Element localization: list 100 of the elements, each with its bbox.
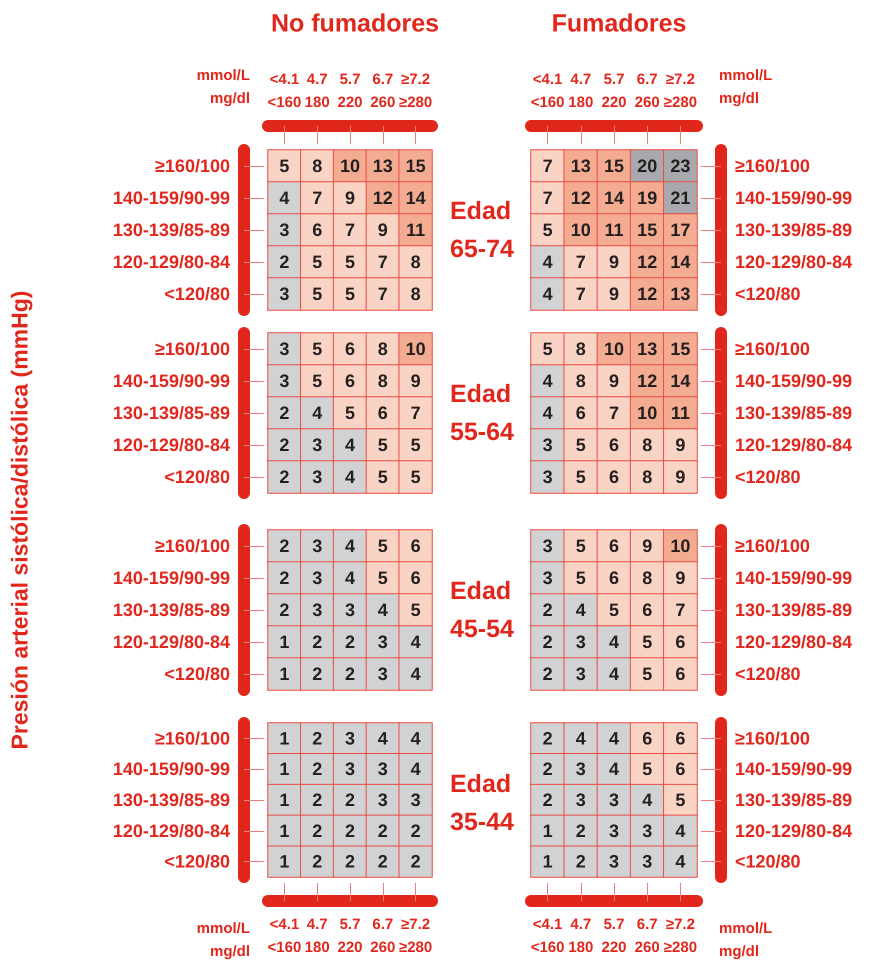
data-label: 3 xyxy=(576,790,586,810)
data-label: 3 xyxy=(279,284,290,304)
data-label: 7 xyxy=(542,156,553,176)
x-tick-label: ≥7.2 ≥280 xyxy=(398,71,432,111)
data-label: 4 xyxy=(378,728,388,748)
data-label: 6 xyxy=(378,403,388,423)
x-tick-label: 6.7 260 xyxy=(634,71,660,111)
y-tick-label: 140-159/90-99 xyxy=(112,568,230,588)
data-label: 5 xyxy=(410,467,421,487)
data-label: 5 xyxy=(675,790,686,810)
data-label: 3 xyxy=(410,790,421,810)
data-label: 9 xyxy=(675,568,686,588)
data-label: 1 xyxy=(279,790,290,810)
data-label: 13 xyxy=(670,284,690,304)
x-tick-label: 5.7 220 xyxy=(601,71,627,111)
x-axis-title: mmol/L mg/dl xyxy=(719,920,772,960)
data-label: 5 xyxy=(378,435,388,455)
y-tick-label: <120/80 xyxy=(735,852,801,872)
data-label: 5 xyxy=(642,664,652,684)
data-label: 2 xyxy=(279,252,290,272)
y-tick-label: 130-139/85-89 xyxy=(735,220,852,240)
data-label: 3 xyxy=(608,852,620,872)
data-label: 2 xyxy=(279,600,290,620)
data-label: 3 xyxy=(279,220,290,240)
y-tick-label: 130-139/85-89 xyxy=(112,220,230,240)
chart-title: No fumadores xyxy=(270,10,440,38)
data-label: 1 xyxy=(279,820,290,841)
data-label: 5 xyxy=(410,600,421,620)
data-label: 2 xyxy=(312,820,322,841)
data-label: 4 xyxy=(410,632,421,652)
data-label: 11 xyxy=(670,403,690,423)
data-label: 4 xyxy=(344,568,356,588)
data-label: 4 xyxy=(279,188,290,208)
data-label: 4 xyxy=(608,728,620,748)
data-label: 2 xyxy=(279,467,290,487)
data-label: 2 xyxy=(279,536,290,556)
data-label: 5 xyxy=(279,156,290,176)
y-axis-title: Presión arterial sistólica/distólica (mmHg) xyxy=(6,290,34,750)
data-label: 10 xyxy=(570,220,591,240)
data-label: 5 xyxy=(542,339,553,359)
y-tick-label: 120-129/80-84 xyxy=(112,820,230,841)
y-tick-label: <120/80 xyxy=(735,284,801,304)
y-tick-label: <120/80 xyxy=(164,284,230,304)
data-label: 5 xyxy=(576,568,586,588)
data-label: 3 xyxy=(608,820,620,841)
data-label: 3 xyxy=(312,435,322,455)
data-label: 12 xyxy=(637,284,658,304)
data-label: 6 xyxy=(410,536,421,556)
data-label: 6 xyxy=(312,220,322,240)
data-label: 1 xyxy=(279,728,290,748)
x-tick-label: 5.7 220 xyxy=(337,71,363,111)
data-label: 1 xyxy=(279,759,290,780)
data-label: 14 xyxy=(670,371,690,391)
y-tick-label: 130-139/85-89 xyxy=(112,403,230,423)
data-label: 15 xyxy=(604,156,624,176)
data-label: 2 xyxy=(410,852,421,872)
data-label: 2 xyxy=(378,820,388,841)
data-label: 3 xyxy=(542,536,553,556)
y-tick-label: ≥160/100 xyxy=(155,339,230,359)
data-label: 7 xyxy=(608,403,620,423)
data-label: 5 xyxy=(344,252,356,272)
data-label: 19 xyxy=(637,188,658,208)
data-label: 1 xyxy=(542,820,553,841)
data-label: 5 xyxy=(410,435,421,455)
data-label: 6 xyxy=(608,467,620,487)
data-label: 2 xyxy=(312,728,322,748)
data-label: 5 xyxy=(312,339,322,359)
data-label: 1 xyxy=(279,664,290,684)
data-label: 2 xyxy=(542,759,553,780)
x-tick-label: 6.7 260 xyxy=(634,916,660,956)
data-label: 23 xyxy=(670,156,690,176)
data-label: 4 xyxy=(542,252,553,272)
data-label: 8 xyxy=(576,339,586,359)
data-label: 3 xyxy=(378,632,388,652)
data-label: 4 xyxy=(576,728,586,748)
y-tick-label: 130-139/85-89 xyxy=(735,403,852,423)
x-tick-label: ≥7.2 ≥280 xyxy=(398,916,432,956)
data-label: 6 xyxy=(344,339,356,359)
data-label: 15 xyxy=(637,220,658,240)
text: Edad 35-44 xyxy=(450,770,518,836)
data-label: 8 xyxy=(378,339,388,359)
data-label: 8 xyxy=(576,371,586,391)
data-label: 2 xyxy=(542,632,553,652)
data-label: 13 xyxy=(372,156,393,176)
y-tick-label: ≥160/100 xyxy=(735,728,810,748)
data-label: 3 xyxy=(279,371,290,391)
data-label: 4 xyxy=(542,371,553,391)
data-label: 2 xyxy=(312,852,322,872)
data-label: 5 xyxy=(642,759,652,780)
data-label: 4 xyxy=(410,664,421,684)
data-label: 9 xyxy=(344,188,356,208)
data-label: 4 xyxy=(642,790,652,810)
x-tick-label: <4.1 <160 xyxy=(530,71,564,111)
data-label: 5 xyxy=(576,467,586,487)
x-tick-label: 6.7 260 xyxy=(370,916,396,956)
data-label: 2 xyxy=(542,728,553,748)
data-label: 12 xyxy=(570,188,591,208)
data-label: 5 xyxy=(344,403,356,423)
data-label: 7 xyxy=(576,252,586,272)
data-label: 9 xyxy=(608,371,620,391)
